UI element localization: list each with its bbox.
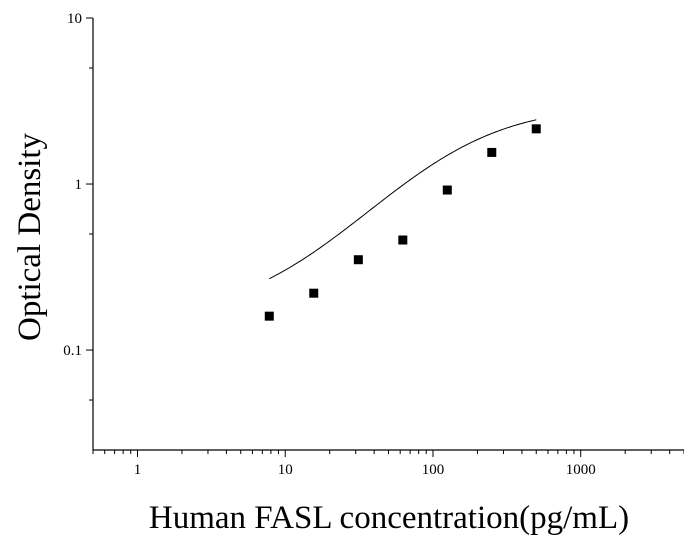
fit-curve-group [269, 119, 537, 280]
fit-curve [269, 119, 537, 280]
y-tick-label: 1 [75, 177, 83, 193]
y-tick-label: 0.1 [63, 343, 82, 359]
data-point [442, 185, 452, 195]
data-points [264, 124, 541, 321]
x-tick-label: 10 [278, 462, 293, 478]
x-tick-label: 100 [422, 462, 445, 478]
data-point [353, 255, 363, 265]
x-axis-title: Human FASL concentration(pg/mL) [149, 500, 629, 535]
x-tick-label: 1000 [566, 462, 596, 478]
data-point [398, 235, 408, 245]
data-point [309, 288, 319, 298]
data-point [531, 124, 541, 134]
y-axis-title: Optical Density [12, 132, 48, 341]
y-tick-label: 10 [67, 11, 82, 27]
axis-ticks: 1 10 100 1000 0.1 1 10 [63, 11, 684, 478]
data-point [487, 147, 497, 157]
x-tick-label: 1 [134, 462, 142, 478]
axes [92, 18, 684, 451]
data-point [264, 311, 274, 321]
